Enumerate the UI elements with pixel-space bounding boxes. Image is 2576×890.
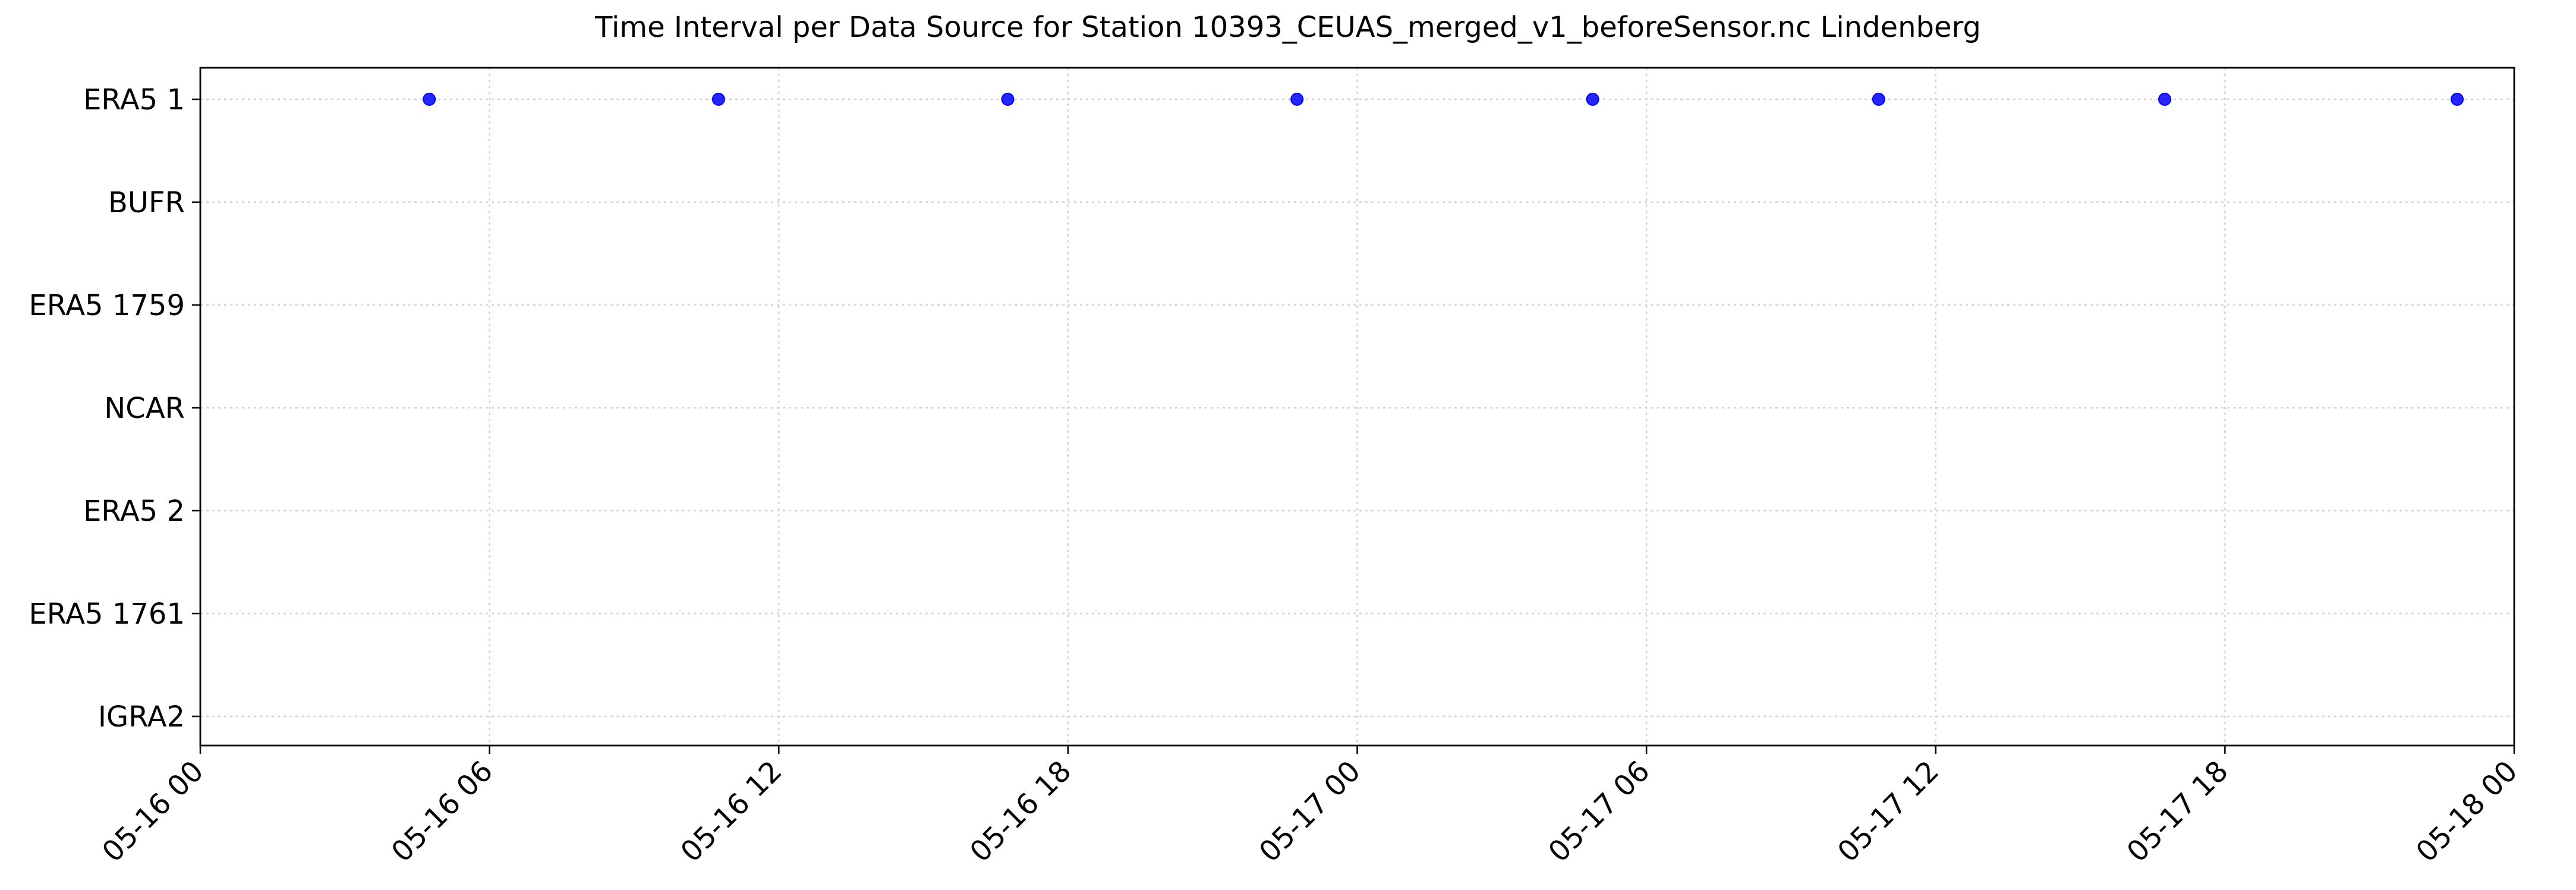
point-layer xyxy=(423,93,2464,106)
y-tick-label: NCAR xyxy=(104,392,185,425)
y-tick-label: ERA5 2 xyxy=(83,495,185,528)
chart-title: Time Interval per Data Source for Statio… xyxy=(594,11,1981,44)
data-point xyxy=(1001,93,1015,106)
y-tick-label: IGRA2 xyxy=(98,700,185,734)
y-tick-label: ERA5 1761 xyxy=(29,597,185,631)
data-point xyxy=(1290,93,1304,106)
data-point xyxy=(2451,93,2464,106)
axes-frame xyxy=(199,67,2515,747)
grid-layer xyxy=(199,68,2515,746)
y-tick-label: ERA5 1 xyxy=(83,83,185,117)
data-point xyxy=(2158,93,2171,106)
data-point xyxy=(1872,93,1885,106)
y-tick-label: BUFR xyxy=(108,186,185,219)
y-tick-label: ERA5 1759 xyxy=(29,289,185,322)
data-point xyxy=(711,93,725,106)
data-point xyxy=(1586,93,1599,106)
data-point xyxy=(423,93,436,106)
